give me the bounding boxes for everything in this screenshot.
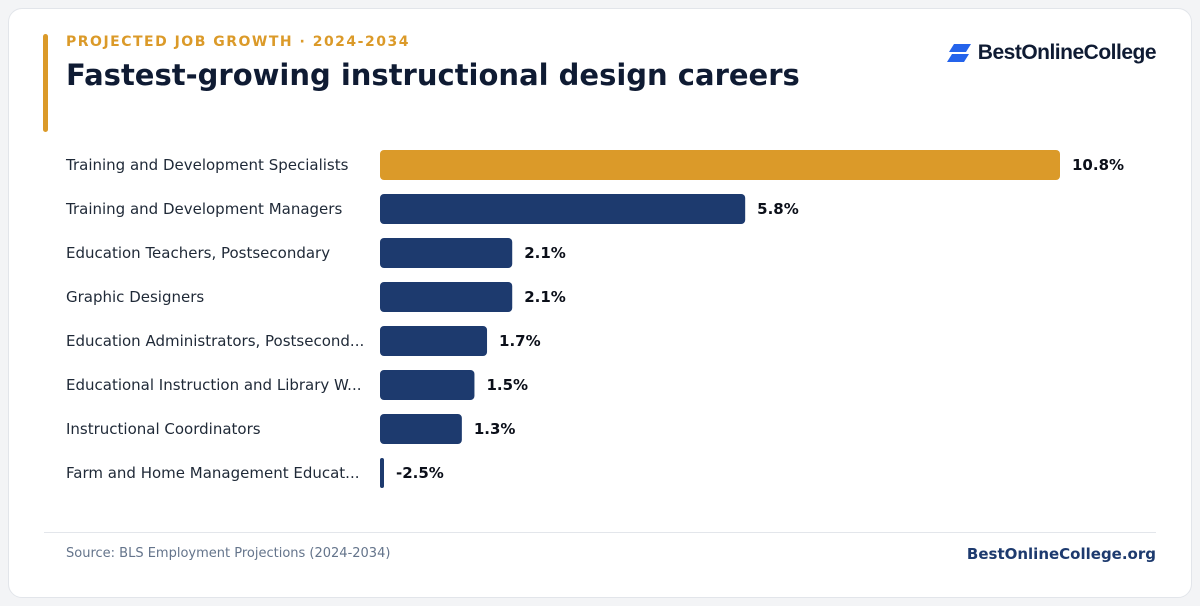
value-label: 1.5% (486, 376, 528, 394)
value-label: 5.8% (757, 200, 799, 218)
accent-bar (43, 34, 48, 132)
bar (380, 414, 462, 444)
bar (380, 370, 475, 400)
eyebrow-label: PROJECTED JOB GROWTH · 2024-2034 (66, 34, 410, 50)
source-note: Source: BLS Employment Projections (2024… (66, 546, 391, 561)
category-label: Instructional Coordinators (66, 420, 261, 438)
category-label: Training and Development Managers (65, 200, 342, 218)
footer-divider (44, 532, 1156, 533)
bar (380, 282, 513, 312)
bar (380, 326, 488, 356)
bar (380, 458, 384, 488)
category-label: Education Teachers, Postsecondary (66, 244, 330, 262)
value-label: 2.1% (524, 288, 566, 306)
category-label: Farm and Home Management Educat... (66, 464, 360, 482)
category-label: Education Administrators, Postsecond... (66, 332, 364, 350)
bar (380, 238, 513, 268)
value-label: 1.7% (499, 332, 541, 350)
value-label: 10.8% (1072, 156, 1124, 174)
bar-chart: Training and Development Specialists 10.8… (65, 150, 1124, 488)
bar (380, 194, 746, 224)
parallelogram-stack-logo-icon (946, 44, 971, 62)
value-label: 1.3% (474, 420, 516, 438)
category-label: Educational Instruction and Library W... (66, 376, 361, 394)
bar (380, 150, 1060, 180)
chart-title: Fastest-growing instructional design car… (66, 58, 800, 92)
site-link[interactable]: BestOnlineCollege.org (966, 545, 1156, 563)
category-label: Graphic Designers (66, 288, 204, 306)
value-label: -2.5% (396, 464, 444, 482)
value-label: 2.1% (524, 244, 566, 262)
logo-wordmark: BestOnlineCollege (977, 41, 1157, 64)
brand-logo: BestOnlineCollege (946, 40, 1157, 66)
chart-card (8, 8, 1192, 598)
category-label: Training and Development Specialists (65, 156, 349, 174)
